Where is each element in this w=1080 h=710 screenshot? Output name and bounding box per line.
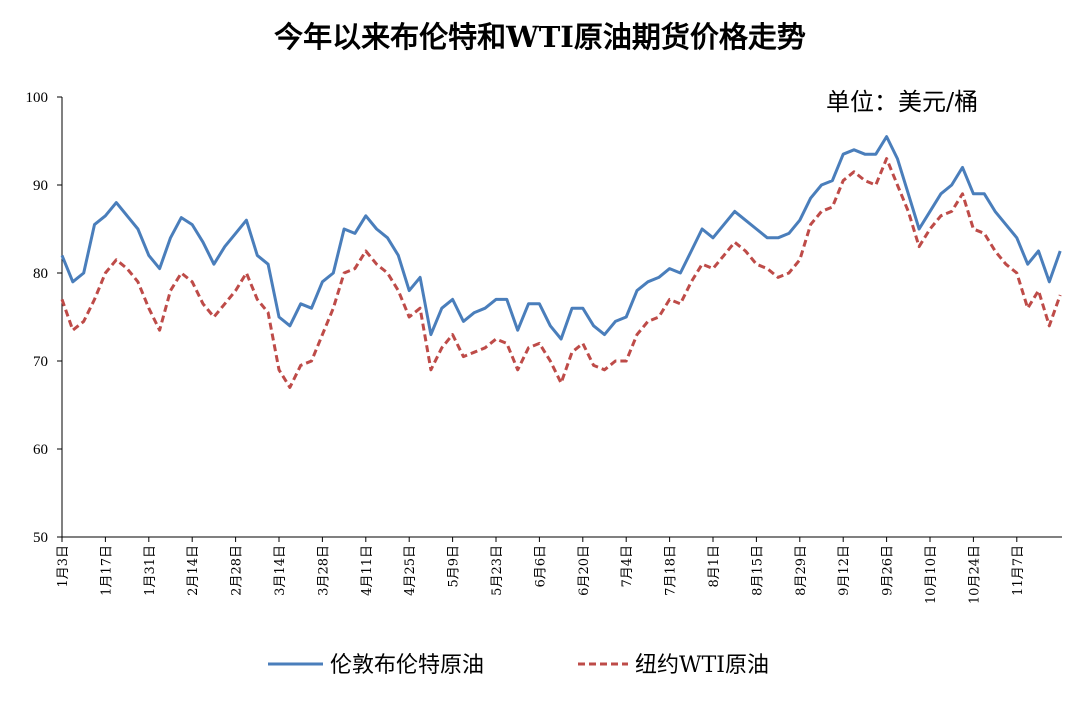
legend-label: 伦敦布伦特原油 [330, 653, 484, 678]
y-tick-label: 50 [33, 530, 48, 546]
x-tick-label: 1月31日 [143, 545, 158, 596]
x-tick-label: 9月26日 [881, 545, 896, 596]
x-tick-label: 3月28日 [316, 545, 331, 596]
x-tick-label: 1月17日 [99, 545, 114, 596]
x-tick-label: 9月12日 [837, 545, 852, 596]
x-tick-label: 7月18日 [664, 545, 679, 596]
series-line [60, 135, 1062, 341]
x-tick-label: 6月6日 [533, 545, 548, 588]
x-tick-label: 5月23日 [490, 545, 505, 596]
unit-annotation: 单位：美元/桶 [826, 88, 978, 116]
x-tick-label: 1月3日 [56, 545, 71, 588]
y-tick-label: 100 [26, 90, 49, 106]
x-tick-label: 10月10日 [924, 545, 939, 604]
x-tick-label: 4月25日 [403, 545, 418, 596]
x-tick-label: 2月28日 [230, 545, 245, 596]
x-tick-label: 8月29日 [794, 545, 809, 596]
x-tick-label: 4月11日 [360, 545, 375, 596]
y-tick-label: 80 [33, 266, 48, 282]
y-tick-label: 70 [33, 354, 48, 370]
x-tick-label: 7月4日 [620, 545, 635, 588]
x-tick-label: 5月9日 [447, 545, 462, 588]
x-tick-label: 8月1日 [707, 545, 722, 588]
chart-title: 今年以来布伦特和WTI原油期货价格走势 [274, 20, 806, 54]
x-tick-label: 6月20日 [577, 545, 592, 596]
series-line [60, 157, 1062, 389]
legend-label: 纽约WTI原油 [635, 653, 769, 678]
x-tick-label: 11月7日 [1011, 545, 1026, 596]
x-tick-label: 8月15日 [750, 545, 765, 596]
y-tick-label: 90 [33, 178, 48, 194]
y-tick-label: 60 [33, 442, 48, 458]
x-tick-label: 10月24日 [967, 545, 982, 604]
x-tick-label: 3月14日 [273, 545, 288, 596]
x-tick-label: 2月14日 [186, 545, 201, 596]
